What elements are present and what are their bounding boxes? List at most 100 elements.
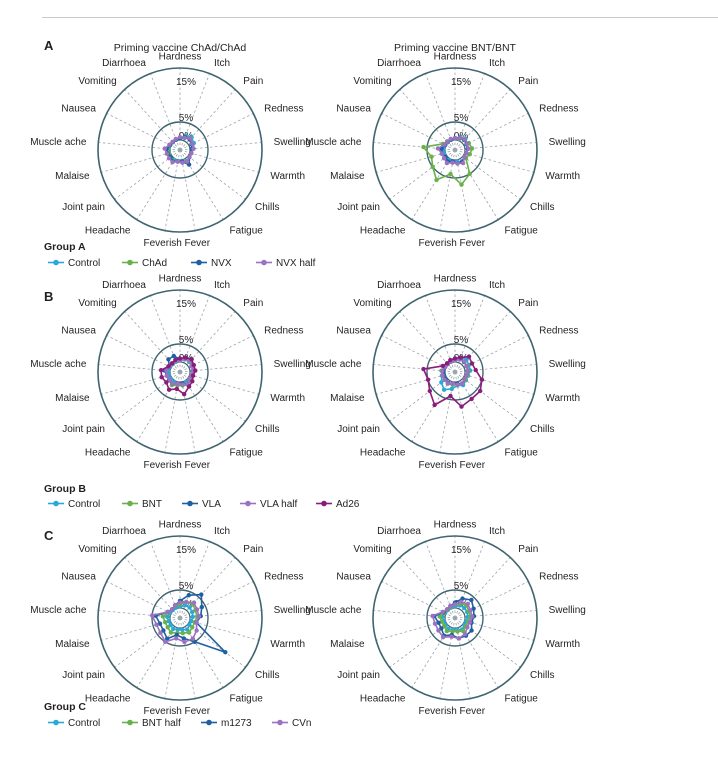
radar-spoke [454, 371, 521, 422]
series-point [181, 636, 186, 641]
tick-label-5: 5% [179, 581, 194, 592]
radar-chart: Priming vaccine ChAd/ChAd0%5%15%Hardness… [30, 42, 311, 249]
axis-label: Pain [243, 76, 263, 87]
axis-label: Fatigue [230, 225, 264, 236]
legend-item: CVn [272, 718, 311, 729]
legend-swatch-dot [127, 500, 133, 507]
top-rule [42, 17, 718, 18]
tick-label-15: 15% [451, 299, 471, 310]
axis-label: Hardness [434, 520, 477, 531]
axis-label: Joint pain [337, 670, 380, 681]
axis-label: Hardness [434, 274, 477, 285]
legend-label: VLA [202, 499, 221, 510]
series-point [460, 381, 465, 386]
series-point [469, 396, 474, 402]
series-point [467, 171, 472, 176]
tick-label-15: 15% [451, 77, 471, 88]
series-point [199, 592, 204, 597]
series-point [448, 136, 453, 142]
radar-spoke [454, 617, 535, 641]
radar-spoke [150, 295, 181, 373]
series-point [473, 367, 478, 373]
series-point [170, 381, 175, 386]
radar-spoke [373, 142, 456, 151]
series-point [175, 381, 180, 386]
tick-label-5: 5% [179, 113, 194, 124]
axis-label: Headache [85, 693, 131, 704]
tick-label-15: 15% [176, 77, 196, 88]
radar-spoke [106, 581, 181, 619]
axis-label: Diarrhoea [377, 526, 421, 537]
legend-swatch-dot [245, 500, 251, 507]
axis-label: Fever [185, 460, 211, 471]
tick-label-5: 5% [454, 335, 469, 346]
radar-spoke [179, 617, 196, 699]
series-point [193, 368, 198, 373]
series-point [167, 377, 172, 382]
axis-label: Feverish [144, 706, 182, 717]
series-point [199, 604, 204, 610]
series-point [464, 364, 469, 369]
radar-spoke [454, 617, 521, 668]
radar-outer-ring [372, 67, 538, 233]
radar-spoke [454, 142, 537, 151]
series-point [191, 146, 196, 151]
series-point [459, 182, 464, 187]
series-point [452, 136, 458, 141]
axis-label: Swelling [274, 605, 311, 616]
series-point [166, 156, 172, 161]
axis-label: Warmth [270, 171, 305, 182]
tick-label-5: 5% [454, 113, 469, 124]
radar-spoke [100, 371, 181, 395]
radar-spoke [454, 113, 529, 151]
series-point [174, 386, 179, 392]
axis-label: Fever [185, 706, 211, 717]
series-point [465, 368, 470, 373]
axis-label: Chills [530, 424, 554, 435]
radar-spoke [454, 364, 537, 373]
series-point [167, 142, 172, 147]
radar-spoke [100, 149, 181, 173]
series-point [430, 164, 435, 170]
series-point [186, 384, 192, 389]
radar-chart: 0%5%15%HardnessItchPainRednessSwellingWa… [30, 520, 311, 717]
axis-label: Muscle ache [30, 137, 87, 148]
legend-label: ChAd [142, 258, 167, 269]
radar-spoke [375, 149, 456, 173]
axis-label: Vomiting [78, 76, 116, 87]
series-point [184, 599, 189, 605]
axis-label: Swelling [549, 605, 586, 616]
series-point [460, 596, 465, 601]
legend-label: NVX [211, 258, 232, 269]
series-point [467, 152, 472, 157]
radar-spoke [164, 149, 181, 231]
series-point [182, 639, 187, 645]
series-point [170, 139, 175, 144]
radar-spoke [124, 89, 181, 151]
axis-label: Fever [460, 460, 486, 471]
series-point [439, 380, 444, 385]
series-point [163, 620, 168, 625]
series-point [158, 368, 164, 373]
radar-spoke [454, 371, 535, 395]
radar-spoke [179, 73, 210, 151]
axis-label: Pain [243, 298, 263, 309]
radar-spoke [454, 371, 471, 453]
series-point [194, 607, 200, 612]
series-point [190, 614, 195, 619]
series-point [162, 146, 167, 151]
radar-spoke [179, 149, 246, 200]
legend-label: VLA half [260, 499, 297, 510]
radar-spoke [98, 610, 181, 619]
series-point [440, 373, 445, 378]
radar-spoke [454, 73, 485, 151]
series-point [441, 387, 447, 392]
series-point [194, 620, 199, 625]
series-point [421, 144, 426, 150]
axis-label: Hardness [159, 52, 202, 63]
series-point [439, 619, 445, 624]
panel-letter: C [44, 528, 54, 543]
radar-spoke [136, 617, 181, 688]
series-point [175, 627, 180, 632]
legend-swatch-dot [127, 719, 133, 726]
